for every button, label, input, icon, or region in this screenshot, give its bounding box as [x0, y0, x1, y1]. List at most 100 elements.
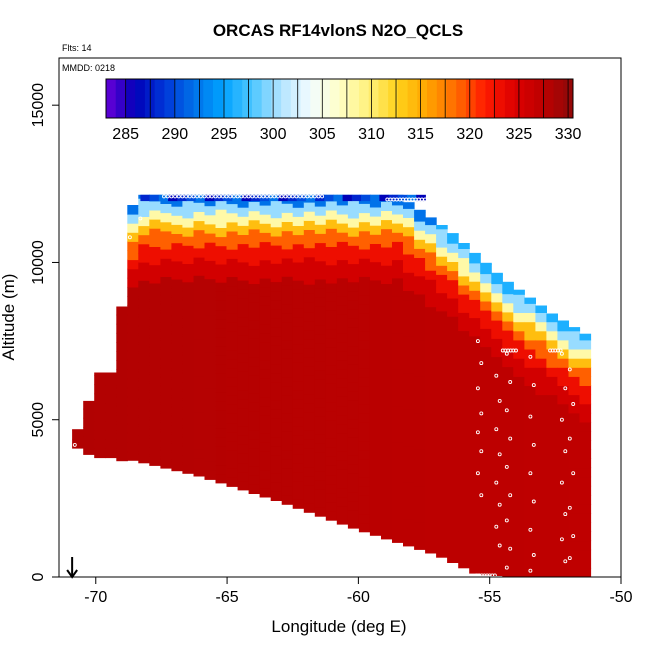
- heatmap-cell: [270, 327, 283, 337]
- heatmap-cell: [226, 340, 239, 351]
- heatmap-cell: [336, 350, 349, 361]
- heatmap-cell: [303, 402, 316, 413]
- heatmap-cell: [469, 272, 481, 282]
- heatmap-cell: [248, 447, 261, 458]
- heatmap-cell: [524, 458, 536, 469]
- heatmap-cell: [447, 452, 459, 463]
- colorbar-tick-label: 330: [555, 126, 582, 143]
- heatmap-cell: [425, 343, 437, 353]
- heatmap-cell: [425, 516, 437, 527]
- heatmap-cell: [336, 451, 349, 461]
- heatmap-cell: [149, 273, 161, 284]
- heatmap-cell: [358, 212, 371, 223]
- heatmap-cell: [392, 314, 404, 324]
- heatmap-cell: [502, 457, 514, 468]
- heatmap-cell: [314, 297, 327, 307]
- heatmap-cell: [83, 427, 95, 437]
- track-point: [514, 348, 518, 353]
- heatmap-cell: [358, 440, 371, 451]
- x-axis-label: Longitude (deg E): [271, 617, 406, 636]
- heatmap-cell: [193, 348, 206, 358]
- heatmap-cell: [535, 312, 547, 323]
- heatmap-cell: [513, 549, 525, 560]
- heatmap-cell: [358, 486, 371, 496]
- heatmap-cell: [392, 505, 404, 516]
- heatmap-cell: [292, 353, 305, 363]
- heatmap-cell: [513, 458, 525, 469]
- heatmap-cell: [414, 485, 426, 496]
- heatmap-cell: [226, 367, 239, 378]
- heatmap-cell: [436, 338, 448, 348]
- heatmap-cell: [226, 386, 239, 396]
- heatmap-cell: [491, 548, 503, 558]
- heatmap-cell: [325, 255, 338, 266]
- heatmap-cell: [502, 549, 514, 559]
- heatmap-cell: [138, 408, 150, 418]
- heatmap-cell: [414, 467, 426, 477]
- heatmap-cell: [237, 243, 250, 254]
- heatmap-cell: [237, 416, 250, 427]
- heatmap-cell: [204, 378, 217, 389]
- heatmap-cell: [182, 281, 194, 292]
- heatmap-cell: [513, 330, 525, 341]
- heatmap-cell: [369, 234, 382, 244]
- heatmap-cell: [149, 228, 161, 238]
- heatmap-cell: [491, 402, 503, 412]
- track-point: [497, 452, 502, 457]
- track-point: [504, 565, 509, 570]
- heatmap-cell: [204, 260, 217, 271]
- track-point: [528, 527, 533, 532]
- heatmap-cell: [458, 449, 470, 459]
- heatmap-cell: [469, 290, 481, 300]
- heatmap-cell: [369, 498, 382, 509]
- heatmap-cell: [458, 558, 470, 569]
- heatmap-cell: [116, 369, 128, 380]
- heatmap-cell: [248, 238, 261, 248]
- heatmap-cell: [414, 512, 426, 523]
- heatmap-cell: [138, 289, 150, 300]
- heatmap-cell: [204, 315, 217, 325]
- heatmap-cell: [535, 358, 547, 368]
- heatmap-cell: [325, 501, 338, 512]
- colorbar-swatch: [290, 79, 302, 118]
- heatmap-cell: [292, 298, 305, 309]
- heatmap-cell: [149, 365, 161, 375]
- heatmap-cell: [138, 389, 150, 400]
- heatmap-cell: [324, 194, 334, 202]
- heatmap-cell: [237, 398, 250, 409]
- heatmap-cell: [226, 459, 239, 469]
- heatmap-cell: [524, 367, 536, 377]
- heatmap-cell: [524, 558, 536, 569]
- colorbar-swatch: [251, 79, 263, 118]
- heatmap-cell: [546, 367, 558, 377]
- heatmap-cell: [436, 347, 448, 357]
- heatmap-cell: [469, 417, 481, 428]
- heatmap-cell: [458, 339, 470, 350]
- colorbar-swatch: [543, 79, 555, 118]
- heatmap-cell: [381, 210, 393, 221]
- heatmap-cell: [458, 412, 470, 423]
- heatmap-cell: [160, 276, 172, 287]
- heatmap-cell: [237, 353, 250, 363]
- heatmap-cell: [568, 412, 581, 423]
- heatmap-cell: [535, 467, 547, 478]
- colorbar-swatch: [320, 79, 331, 118]
- track-point: [531, 442, 536, 447]
- heatmap-cell: [557, 385, 569, 396]
- heatmap-cell: [127, 405, 139, 416]
- heatmap-cell: [480, 273, 492, 284]
- heatmap-cell: [116, 415, 128, 425]
- heatmap-cell: [414, 503, 426, 514]
- heatmap-cell: [469, 500, 481, 510]
- heatmap-cell: [447, 234, 459, 244]
- heatmap-cell: [303, 256, 316, 267]
- heatmap-cell: [546, 385, 558, 396]
- heatmap-cell: [491, 272, 503, 276]
- heatmap-cell: [303, 457, 316, 468]
- heatmap-cell: [226, 230, 239, 241]
- heatmap-cell: [557, 458, 569, 469]
- heatmap-cell: [369, 416, 382, 427]
- heatmap-cell: [127, 369, 139, 379]
- heatmap-cell: [403, 454, 415, 465]
- heatmap-cell: [392, 369, 404, 379]
